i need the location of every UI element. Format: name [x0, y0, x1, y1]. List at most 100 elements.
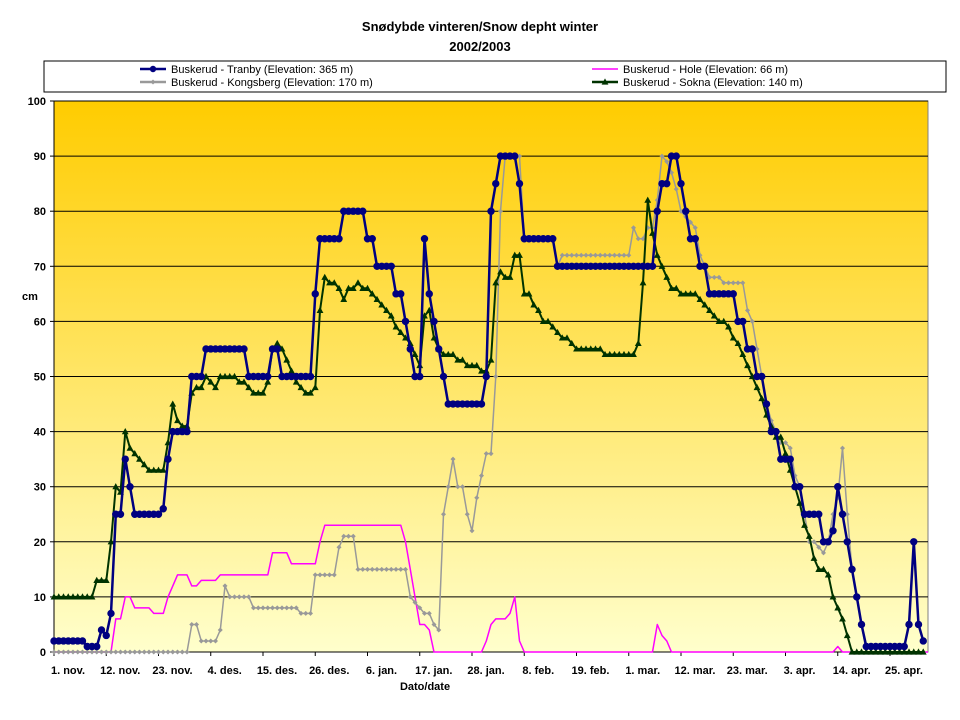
data-point-kongsberg	[688, 219, 693, 225]
data-point-sokna	[345, 284, 352, 291]
data-point-kongsberg	[664, 159, 670, 165]
data-point-sokna	[307, 389, 314, 396]
data-point-kongsberg	[61, 649, 66, 655]
data-point-kongsberg	[607, 252, 613, 258]
data-point-tranby	[762, 400, 771, 408]
data-point-sokna	[862, 648, 870, 655]
data-point-kongsberg	[716, 274, 722, 280]
data-point-sokna	[425, 306, 433, 313]
data-point-kongsberg	[255, 605, 261, 611]
data-point-sokna	[511, 251, 519, 258]
data-point-kongsberg	[635, 236, 641, 242]
data-point-sokna	[739, 350, 747, 358]
data-point-kongsberg	[578, 252, 584, 258]
data-point-kongsberg	[498, 208, 503, 214]
data-point-sokna	[915, 648, 922, 655]
data-point-sokna	[715, 317, 723, 324]
data-point-kongsberg	[122, 649, 128, 655]
series-sokna	[50, 196, 927, 655]
data-point-sokna	[492, 279, 500, 286]
data-point-kongsberg	[331, 572, 337, 578]
data-point-kongsberg	[151, 649, 157, 655]
data-point-tranby	[159, 505, 167, 513]
data-point-tranby	[515, 179, 524, 188]
data-point-sokna	[93, 576, 101, 583]
data-point-kongsberg	[450, 456, 456, 462]
gridlines	[54, 100, 928, 598]
data-point-tranby	[914, 620, 923, 629]
data-point-kongsberg	[241, 594, 247, 600]
data-point-kongsberg	[821, 550, 826, 556]
data-point-kongsberg	[393, 566, 399, 572]
data-point-sokna	[64, 593, 72, 600]
data-point-sokna	[587, 345, 595, 352]
x-tick-label: 19. feb.	[572, 665, 610, 677]
legend-marker	[149, 65, 157, 73]
data-point-sokna	[843, 631, 851, 639]
data-point-sokna	[615, 350, 623, 358]
data-point-kongsberg	[298, 610, 304, 616]
y-tick-label: 60	[34, 316, 46, 328]
data-point-kongsberg	[811, 539, 817, 545]
legend-entry-kongsberg: Buskerud - Kongsberg (Elevation: 170 m)	[140, 77, 373, 89]
x-tick-label: 23. mar.	[727, 665, 768, 677]
data-point-kongsberg	[740, 280, 746, 286]
y-tick-label: 10	[34, 592, 46, 604]
data-point-sokna	[330, 279, 338, 286]
data-point-kongsberg	[669, 170, 674, 176]
data-point-tranby	[786, 455, 794, 463]
data-point-sokna	[50, 593, 58, 600]
data-point-sokna	[801, 521, 808, 528]
data-point-kongsberg	[616, 252, 622, 258]
data-point-kongsberg	[455, 484, 461, 490]
data-point-kongsberg	[730, 280, 736, 286]
data-point-sokna	[402, 334, 409, 341]
data-point-sokna	[368, 290, 376, 297]
x-tick-label: 28. jan.	[467, 665, 504, 677]
data-point-sokna	[240, 378, 248, 385]
data-point-kongsberg	[445, 484, 451, 490]
data-point-tranby	[107, 609, 115, 618]
data-point-sokna	[630, 350, 637, 358]
data-point-sokna	[839, 615, 846, 622]
data-point-sokna	[440, 350, 447, 358]
data-point-sokna	[297, 383, 305, 391]
data-point-kongsberg	[840, 445, 845, 451]
data-point-kongsberg	[108, 649, 114, 655]
data-point-kongsberg	[184, 649, 190, 655]
data-point-tranby	[663, 179, 671, 188]
data-point-tranby	[430, 317, 438, 326]
data-point-sokna	[824, 571, 832, 578]
data-point-kongsberg	[75, 649, 81, 655]
data-point-kongsberg	[431, 621, 437, 627]
data-point-tranby	[748, 345, 756, 353]
data-point-tranby	[306, 372, 315, 381]
y-axis-label: cm	[22, 291, 38, 303]
data-point-sokna	[691, 290, 699, 297]
data-point-tranby	[102, 631, 110, 640]
data-point-sokna	[696, 295, 704, 302]
data-point-kongsberg	[65, 649, 71, 655]
legend-label: Buskerud - Hole (Elevation: 66 m)	[623, 64, 788, 76]
data-point-kongsberg	[441, 511, 446, 517]
data-point-kongsberg	[303, 610, 309, 616]
data-point-kongsberg	[754, 346, 760, 352]
data-point-kongsberg	[436, 627, 442, 633]
y-tick-label: 40	[34, 427, 46, 439]
data-point-sokna	[88, 593, 96, 600]
data-point-kongsberg	[274, 605, 280, 611]
data-point-tranby	[116, 510, 125, 518]
data-point-tranby	[154, 510, 163, 518]
data-point-kongsberg	[844, 511, 850, 517]
data-point-sokna	[60, 593, 67, 600]
data-point-kongsberg	[483, 451, 489, 457]
data-point-kongsberg	[227, 594, 233, 600]
data-point-kongsberg	[783, 440, 788, 446]
data-point-tranby	[672, 152, 680, 160]
data-point-kongsberg	[322, 572, 328, 578]
data-point-sokna	[858, 648, 865, 655]
data-point-sokna	[919, 648, 927, 655]
data-point-sokna	[397, 328, 405, 336]
data-point-kongsberg	[246, 594, 252, 600]
data-point-kongsberg	[379, 566, 385, 572]
